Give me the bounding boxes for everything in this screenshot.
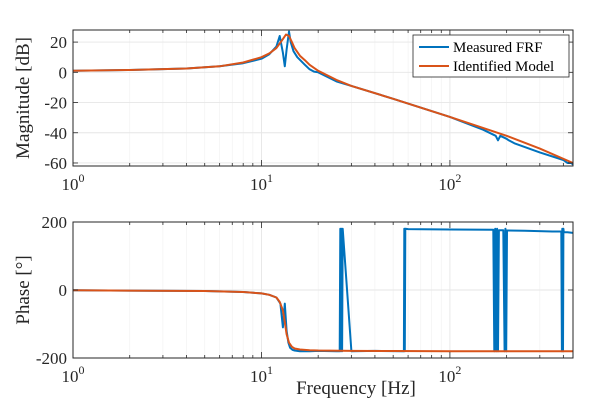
phase-ytick-label: 0 [59,281,68,300]
magnitude-ytick-label: -20 [44,94,67,113]
phase-ytick-label: 200 [42,213,68,232]
legend: Measured FRF Identified Model [412,34,570,78]
phase-series [72,227,574,353]
phase-ytick-label: -200 [36,349,67,368]
magnitude-ytick-label: -40 [44,124,67,143]
phase-xtick-label: 100 [62,363,85,386]
magnitude-ylabel: Magnitude [dB] [13,37,34,159]
magnitude-series-identified-model [72,33,574,164]
magnitude-xtick-label: 101 [250,171,273,194]
phase-xtick-label: 102 [438,363,461,386]
magnitude-axes-box [72,29,574,167]
magnitude-xtick-label: 100 [62,171,85,194]
magnitude-ytick-label: 20 [50,33,67,52]
magnitude-ytick-label: -60 [44,154,67,173]
magnitude-xtick-label: 102 [438,171,461,194]
legend-measured-label: Measured FRF [453,40,543,56]
phase-xtick-label: 101 [250,363,273,386]
phase-xlabel: Frequency [Hz] [296,378,416,399]
phase-series-identified-model [72,289,573,353]
legend-box [412,34,570,78]
magnitude-ytick-label: 0 [59,63,68,82]
magnitude-series [72,30,574,166]
phase-ylabel: Phase [°] [13,255,34,324]
legend-model-label: Identified Model [453,59,554,75]
